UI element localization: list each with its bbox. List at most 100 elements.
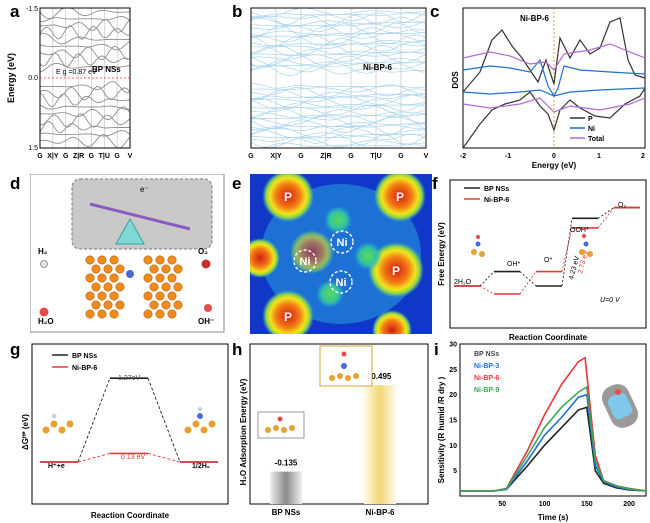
band-line: [250, 32, 426, 41]
xtick: 150: [581, 501, 593, 508]
sensor-inset-icon: [601, 384, 639, 428]
axis-label-energy-c: Energy (eV): [532, 161, 577, 170]
p-atom: [103, 300, 113, 310]
energy-connector: [77, 452, 111, 463]
p-atom: [91, 264, 101, 274]
p-atom: [149, 282, 159, 292]
energy-connector: [479, 271, 495, 287]
band-line: [250, 33, 426, 44]
band-gap-label: E g =0.87 eV: [56, 69, 97, 76]
legend-label-total: Total: [588, 136, 604, 143]
series-line: [460, 385, 647, 492]
axis-label-reaction-f: Reaction Coordinate: [509, 333, 588, 342]
ni-water-model: [329, 351, 359, 381]
p-atom: [85, 309, 95, 319]
energy-connector: [561, 218, 573, 287]
category-label: Ni-BP-6: [366, 508, 395, 517]
band-line: [250, 59, 425, 67]
ni-atom-ring: [293, 249, 317, 273]
ytick: 20: [449, 392, 457, 399]
p-atom: [155, 273, 165, 283]
axis-label-adsorption: H₂O Adsorption Energy (eV): [239, 378, 248, 485]
energy-connector: [147, 452, 181, 463]
panel-label-a: a: [10, 2, 20, 21]
xtick: Z|R: [320, 153, 331, 160]
series-line-p: [462, 17, 646, 93]
panel-c-dos: DOS Ni-BP-6 -2 -1 0 1 2 Energy (eV) P Ni…: [451, 7, 646, 170]
xtick: X|Y: [47, 153, 59, 160]
energy-connector: [77, 378, 111, 463]
band-line: [250, 94, 426, 105]
band-line: [39, 63, 131, 73]
p-atom: [143, 255, 153, 265]
panel-label-f: f: [432, 174, 438, 193]
xtick: G: [248, 153, 254, 160]
category-label: BP NSs: [272, 508, 301, 517]
inset-model-bp: [257, 411, 305, 439]
oh-label: OH⁻: [198, 317, 214, 326]
oh-molecule: [204, 304, 212, 312]
band-line: [250, 25, 426, 36]
p-atom: [103, 264, 113, 274]
inset-box: [71, 178, 213, 250]
legend-label-p: P: [588, 116, 593, 123]
band-line: [250, 137, 426, 148]
axis-label-energy-a: Energy (eV): [6, 53, 16, 103]
xtick: -2: [460, 153, 466, 160]
band-line: [250, 89, 425, 100]
band-line: [251, 114, 426, 124]
p-atom: [167, 273, 177, 283]
p-atom: [161, 264, 171, 274]
xtick: T|U: [99, 153, 110, 160]
atom-label-p: P: [284, 190, 292, 204]
band-line: [251, 44, 426, 55]
material-label-bp: BP NSs: [92, 65, 121, 74]
atom-label-ni: Ni: [336, 277, 347, 289]
warm-spot: [324, 206, 352, 234]
p-atom: [103, 282, 113, 292]
band-line: [250, 116, 426, 127]
p-atom: [85, 291, 95, 301]
p-atom: [173, 300, 183, 310]
species-label: OOH*: [570, 227, 589, 234]
p-atom: [109, 255, 119, 265]
band-line: [39, 130, 131, 137]
xtick: G: [348, 153, 354, 160]
hotspot: [262, 290, 314, 334]
p-atom: [149, 300, 159, 310]
band-line: [250, 54, 426, 66]
species-label: OH*: [507, 261, 521, 268]
band-line: [39, 40, 131, 51]
atom-label-p: P: [396, 190, 404, 204]
energy-connector: [519, 271, 537, 287]
band-line: [250, 52, 426, 63]
condition-label: U=0 V: [600, 297, 621, 304]
xtick: G: [63, 153, 69, 160]
band-line: [250, 65, 426, 77]
band-line: [39, 7, 131, 20]
band-line: [250, 134, 426, 146]
p-atom: [155, 309, 165, 319]
band-line: [251, 133, 426, 140]
atom-label-p: P: [284, 310, 292, 324]
series-line-ni: [462, 58, 646, 98]
legend-label-ni: Ni: [588, 126, 595, 133]
o2-label: O₂: [198, 247, 208, 256]
hotspot: [262, 174, 314, 222]
species-label: O₂: [618, 202, 626, 209]
band-line: [250, 107, 425, 119]
atom-label-p: P: [392, 264, 400, 278]
xtick: G: [89, 153, 95, 160]
hotspot: [250, 238, 280, 278]
p-atom: [155, 255, 165, 265]
band-line: [250, 47, 425, 57]
panel-label-b: b: [232, 2, 243, 21]
band-line: [250, 14, 425, 26]
p-atom: [149, 264, 159, 274]
p-atom: [97, 291, 107, 301]
left-state-label: H⁺+e: [48, 463, 65, 470]
plot-frame-h: [249, 343, 429, 505]
p-atom: [115, 282, 125, 292]
p-atom: [155, 291, 165, 301]
p-atom: [167, 309, 177, 319]
